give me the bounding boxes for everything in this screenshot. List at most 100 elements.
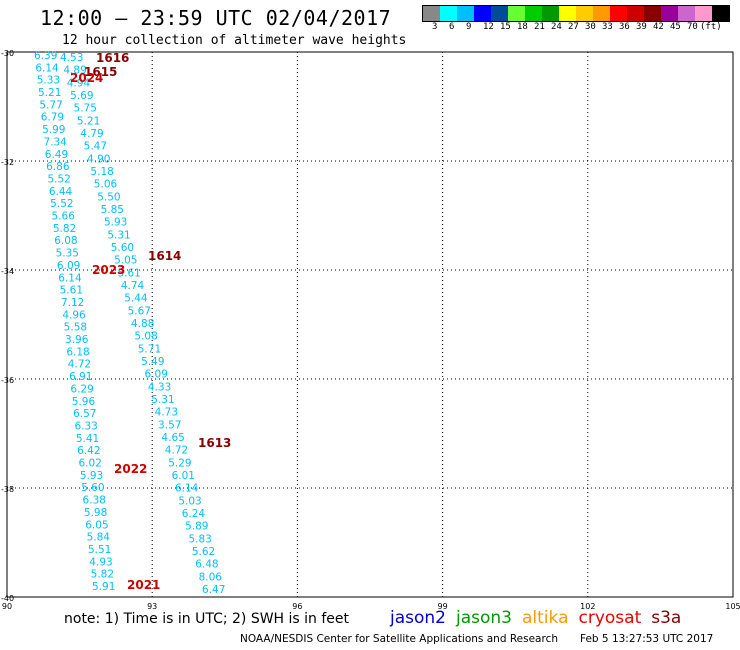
pass-number-label: 1613: [198, 436, 231, 450]
legend-label: 33: [602, 22, 613, 32]
legend-swatch: [542, 6, 559, 21]
swh-value: 5.75: [74, 103, 97, 115]
swh-value: 6.09: [57, 260, 80, 272]
legend-unit: (ft): [700, 22, 722, 32]
longitude-label: 99: [438, 602, 448, 611]
pass-number-label: 1616: [96, 51, 129, 65]
legend-swatch: [712, 6, 729, 21]
pass-number-label: 1614: [148, 249, 181, 263]
legend-swatch: [644, 6, 661, 21]
swh-value: 5.03: [178, 495, 201, 507]
map-title: 12:00 — 23:59 UTC 02/04/2017: [40, 6, 392, 30]
swh-value: 5.77: [39, 99, 62, 111]
swh-value: 7.34: [43, 136, 67, 148]
legend-label: 42: [653, 22, 664, 32]
swh-value: 5.69: [70, 90, 93, 102]
swh-value: 4.53: [60, 52, 83, 64]
swh-value: 5.82: [53, 223, 76, 235]
swh-value: 6.44: [49, 186, 73, 198]
swh-value: 6.33: [74, 420, 97, 432]
swh-value: 4.33: [148, 381, 171, 393]
swh-value: 5.60: [111, 242, 134, 254]
legend-swatch: [610, 6, 627, 21]
legend-swatch: [491, 6, 508, 21]
legend-swatch: [457, 6, 474, 21]
swh-value: 6.42: [77, 445, 100, 457]
latitude-label: -40: [1, 594, 14, 603]
latitude-label: -30: [1, 49, 14, 58]
swh-value: 5.58: [64, 322, 87, 334]
swh-value: 3.96: [65, 334, 89, 346]
swh-value: 8.06: [199, 571, 223, 583]
map-frame: [6, 51, 734, 598]
legend-swatch: [678, 6, 695, 21]
swh-value: 5.62: [192, 546, 215, 558]
legend-swatch: [695, 6, 712, 21]
swh-value: 5.82: [91, 569, 114, 581]
swh-value: 5.50: [97, 191, 120, 203]
credit-text: NOAA/NESDIS Center for Satellite Applica…: [240, 633, 558, 645]
legend-label: 70: [687, 22, 698, 32]
legend-swatch: [559, 6, 576, 21]
swh-value: 4.74: [121, 280, 145, 292]
swh-value: 4.72: [165, 445, 188, 457]
swh-value: 5.31: [151, 394, 174, 406]
longitude-label: 93: [147, 602, 157, 611]
swh-value: 5.05: [114, 255, 137, 267]
swh-value: 5.61: [60, 285, 83, 297]
map-subtitle: 12 hour collection of altimeter wave hei…: [62, 33, 407, 48]
swh-value: 4.72: [68, 359, 91, 371]
swh-value: 5.31: [107, 229, 130, 241]
swh-value: 5.18: [90, 166, 113, 178]
swh-value: 5.71: [138, 343, 161, 355]
swh-value: 4.89: [63, 65, 86, 77]
swh-value: 5.83: [188, 533, 211, 545]
swh-value: 5.21: [38, 87, 61, 99]
swh-value: 5.29: [168, 457, 191, 469]
latitude-label: -36: [1, 376, 14, 385]
swh-value: 6.08: [54, 235, 77, 247]
swh-value: 5.33: [37, 75, 60, 87]
swh-value: 6.05: [85, 519, 108, 531]
longitude-label: 96: [292, 602, 302, 611]
swh-value: 5.99: [42, 124, 65, 136]
swh-value: 6.47: [202, 584, 225, 596]
legend-label: 15: [500, 22, 511, 32]
swh-value: 4.93: [89, 556, 112, 568]
swh-value: 5.93: [104, 217, 127, 229]
swh-value: 4.79: [80, 128, 103, 140]
legend-label: 30: [585, 22, 596, 32]
swh-value: 6.48: [195, 559, 218, 571]
swh-value: 5.47: [84, 141, 107, 153]
swh-value: 5.98: [84, 507, 107, 519]
legend-label: 18: [517, 22, 528, 32]
swh-value: 5.52: [50, 198, 73, 210]
legend-label: 45: [670, 22, 681, 32]
swh-value: 5.66: [52, 211, 76, 223]
swh-value: 6.09: [145, 369, 168, 381]
swh-value: 5.61: [117, 267, 140, 279]
swh-value: 5.96: [72, 396, 96, 408]
legend-swatch: [661, 6, 678, 21]
swh-value: 6.29: [70, 383, 93, 395]
swh-value: 5.44: [124, 293, 148, 305]
swh-value: 5.51: [88, 544, 111, 556]
legend-label: 12: [483, 22, 494, 32]
color-scale-labels: 3 6 9 12 15 18 21 24 27 30 33 36 39 42 45 70 (ft): [422, 22, 740, 34]
swh-value: 5.85: [101, 204, 124, 216]
swh-value: 4.94: [67, 77, 91, 89]
legend-label: 27: [568, 22, 579, 32]
swh-value: 6.38: [83, 495, 106, 507]
legend-swatch: [440, 6, 457, 21]
swh-value: 5.08: [134, 331, 157, 343]
swh-value: 6.18: [66, 346, 89, 358]
swh-value: 6.14: [175, 483, 199, 495]
latitude-label: -32: [1, 158, 14, 167]
legend-swatch: [627, 6, 644, 21]
swh-value: 5.35: [56, 248, 79, 260]
swh-value: 4.73: [155, 407, 178, 419]
swh-value: 4.65: [161, 432, 184, 444]
legend-label: 24: [551, 22, 562, 32]
swh-value: 4.96: [62, 309, 86, 321]
